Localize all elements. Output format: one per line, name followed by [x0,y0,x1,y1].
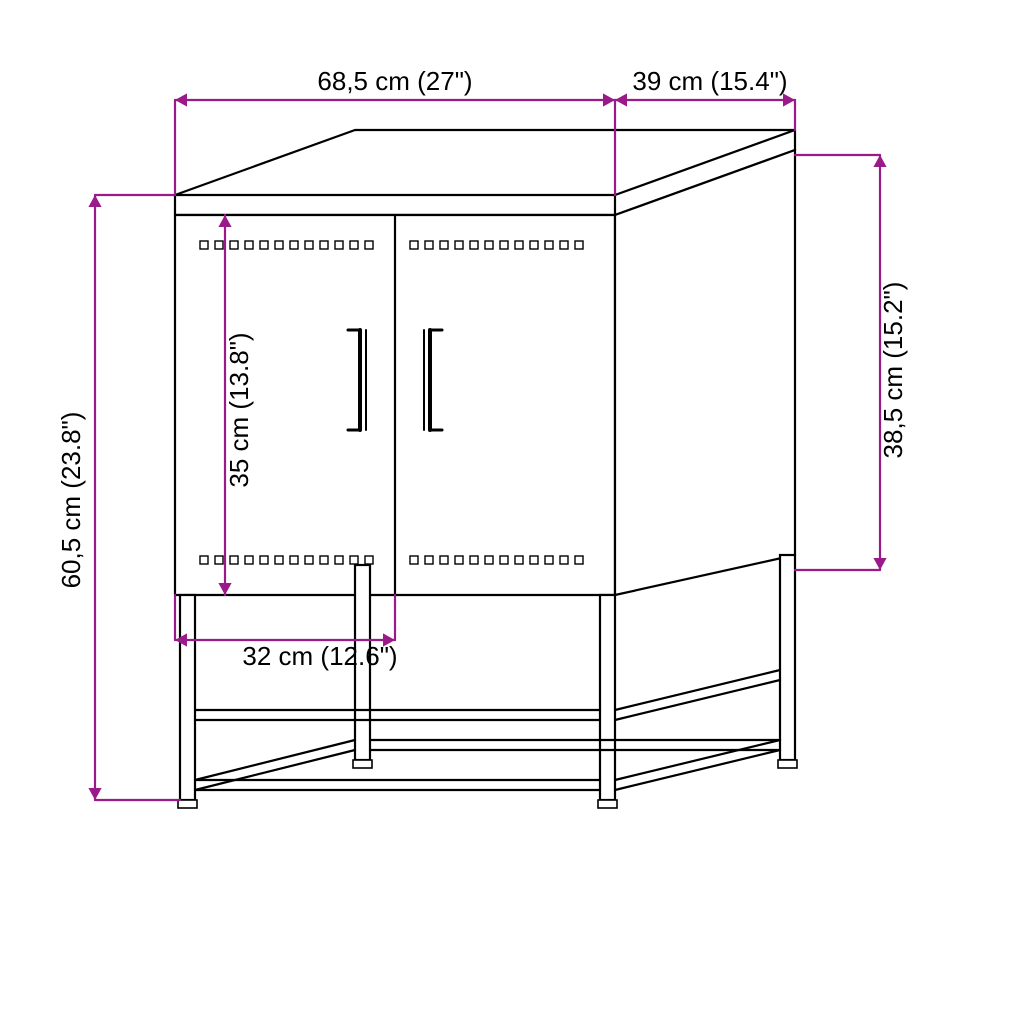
crossbar-side [615,670,780,710]
dim-label: 32 cm (12.6") [242,641,397,671]
rail-side [615,750,780,790]
dim-label: 68,5 cm (27") [317,66,472,96]
arrow-head [603,93,615,106]
arrow-head [88,195,101,207]
side-face [615,150,795,595]
foot [178,800,197,808]
arrow-head [88,788,101,800]
leg [600,595,615,800]
arrow-head [615,93,627,106]
arrow-head [873,558,886,570]
foot [778,760,797,768]
leg [180,595,195,800]
foot [598,800,617,808]
arrow-head [873,155,886,167]
dim-label: 60,5 cm (23.8") [56,412,86,589]
foot [353,760,372,768]
dim-label: 35 cm (13.8") [224,332,254,487]
arrow-head [175,93,187,106]
leg [780,555,795,760]
dim-label: 38,5 cm (15.2") [878,282,908,459]
dim-label: 39 cm (15.4") [632,66,787,96]
